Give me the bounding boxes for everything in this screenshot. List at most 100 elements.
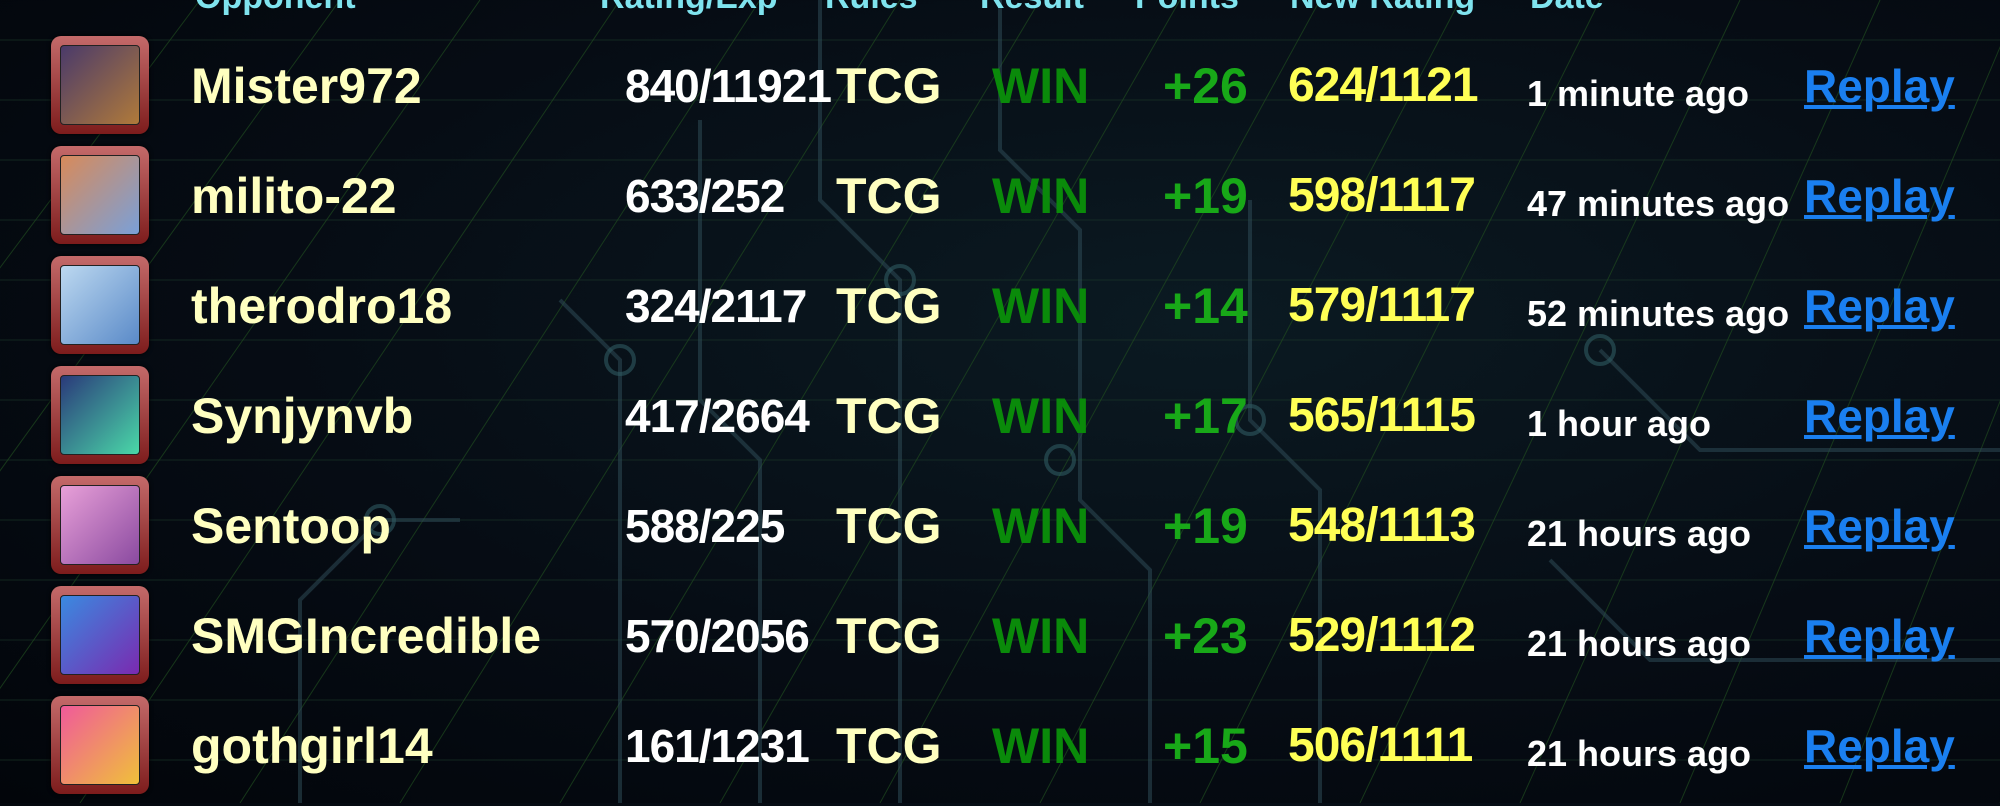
grid-line [239, 0, 761, 803]
avatar[interactable] [51, 586, 149, 684]
grid-line [559, 0, 1041, 803]
table-row: Synjynvb 417/2664 TCG WIN +17 565/1115 1 hour … [0, 366, 2000, 476]
result: WIN [992, 168, 1090, 224]
circuit-trace [698, 120, 762, 803]
replay-link[interactable]: Replay [1804, 390, 1955, 442]
date: 21 hours ago [1527, 733, 1752, 774]
avatar[interactable] [51, 476, 149, 574]
points: +14 [1163, 278, 1248, 334]
rating-exp: 633/252 [625, 170, 785, 222]
result: WIN [992, 58, 1090, 114]
avatar-image [60, 155, 140, 235]
header-rating-exp[interactable]: Rating/Exp [600, 0, 778, 16]
header-result[interactable]: Result [980, 0, 1084, 16]
rating-exp: 570/2056 [625, 610, 810, 662]
opponent-name[interactable]: Mister972 [191, 58, 422, 114]
avatar-image [60, 375, 140, 455]
grid-line [719, 0, 1181, 803]
avatar[interactable] [51, 146, 149, 244]
points: +23 [1163, 608, 1248, 664]
circuit-node [884, 264, 916, 296]
opponent-name[interactable]: gothgirl14 [191, 718, 433, 774]
grid-line [1359, 0, 1741, 803]
rating-exp: 840/11921 [625, 60, 832, 112]
rules: TCG [836, 388, 942, 444]
new-rating: 548/1113 [1288, 499, 1476, 552]
avatar-image [60, 595, 140, 675]
replay-link[interactable]: Replay [1804, 720, 1955, 772]
result: WIN [992, 498, 1090, 554]
result: WIN [992, 608, 1090, 664]
date: 1 minute ago [1527, 73, 1750, 114]
grid-line [79, 0, 621, 803]
avatar-image [60, 265, 140, 345]
grid-line [1199, 0, 1601, 803]
result: WIN [992, 388, 1090, 444]
circuit-trace [818, 0, 902, 803]
header-points[interactable]: Points [1135, 0, 1239, 16]
grid-line [1519, 0, 1881, 803]
rating-exp: 417/2664 [625, 390, 810, 442]
replay-link[interactable]: Replay [1804, 170, 1955, 222]
avatar[interactable] [51, 36, 149, 134]
table-row: SMGIncredible 570/2056 TCG WIN +23 529/1112 21… [0, 586, 2000, 696]
circuit-trace [298, 518, 460, 803]
rules: TCG [836, 168, 942, 224]
result: WIN [992, 718, 1090, 774]
opponent-name[interactable]: SMGIncredible [191, 608, 542, 664]
circuit-trace [558, 298, 622, 803]
points: +26 [1163, 58, 1248, 114]
avatar-image [60, 485, 140, 565]
rules: TCG [836, 278, 942, 334]
points: +15 [1163, 718, 1248, 774]
avatar-image [60, 705, 140, 785]
avatar-image [60, 45, 140, 125]
grid-line [1679, 45, 2000, 803]
replay-link[interactable]: Replay [1804, 500, 1955, 552]
circuit-trace [1548, 558, 2000, 662]
circuit-node [1044, 444, 1076, 476]
points: +19 [1163, 498, 1248, 554]
rating-exp: 324/2117 [625, 280, 807, 332]
grid-line [0, 0, 481, 690]
points: +17 [1163, 388, 1248, 444]
table-row: Mister972 840/11921 TCG WIN +26 624/1121 1 min… [0, 36, 2000, 146]
circuit-trace [1248, 200, 1322, 803]
table-row: gothgirl14 161/1231 TCG WIN +15 506/1111 21 ho… [0, 696, 2000, 806]
new-rating: 565/1115 [1288, 389, 1476, 442]
rules: TCG [836, 58, 942, 114]
grid-line [399, 0, 901, 803]
circuit-node [1584, 334, 1616, 366]
header-date[interactable]: Date [1530, 0, 1604, 16]
points: +19 [1163, 168, 1248, 224]
opponent-name[interactable]: milito-22 [191, 168, 397, 224]
new-rating: 529/1112 [1288, 609, 1476, 662]
circuit-trace [998, 0, 1152, 803]
date: 21 hours ago [1527, 623, 1752, 664]
header-rules[interactable]: Rules [825, 0, 918, 16]
rating-exp: 588/225 [625, 500, 785, 552]
avatar[interactable] [51, 696, 149, 794]
new-rating: 506/1111 [1288, 719, 1473, 772]
opponent-name[interactable]: Sentoop [191, 498, 391, 554]
date: 1 hour ago [1527, 403, 1712, 444]
date: 47 minutes ago [1527, 183, 1790, 224]
result: WIN [992, 278, 1090, 334]
opponent-name[interactable]: therodro18 [191, 278, 453, 334]
table-row: Sentoop 588/225 TCG WIN +19 548/1113 21 hours … [0, 476, 2000, 586]
header-new-rating[interactable]: New Rating [1290, 0, 1475, 16]
avatar[interactable] [51, 366, 149, 464]
grid-line [0, 0, 341, 472]
replay-link[interactable]: Replay [1804, 60, 1955, 112]
circuit-node [1234, 404, 1266, 436]
grid-line [1839, 400, 2000, 803]
replay-link[interactable]: Replay [1804, 280, 1955, 332]
rating-exp: 161/1231 [625, 720, 810, 772]
replay-link[interactable]: Replay [1804, 610, 1955, 662]
new-rating: 598/1117 [1288, 169, 1476, 222]
avatar[interactable] [51, 256, 149, 354]
opponent-name[interactable]: Synjynvb [191, 388, 414, 444]
circuit-node [604, 344, 636, 376]
header-opponent[interactable]: Opponent [195, 0, 356, 16]
